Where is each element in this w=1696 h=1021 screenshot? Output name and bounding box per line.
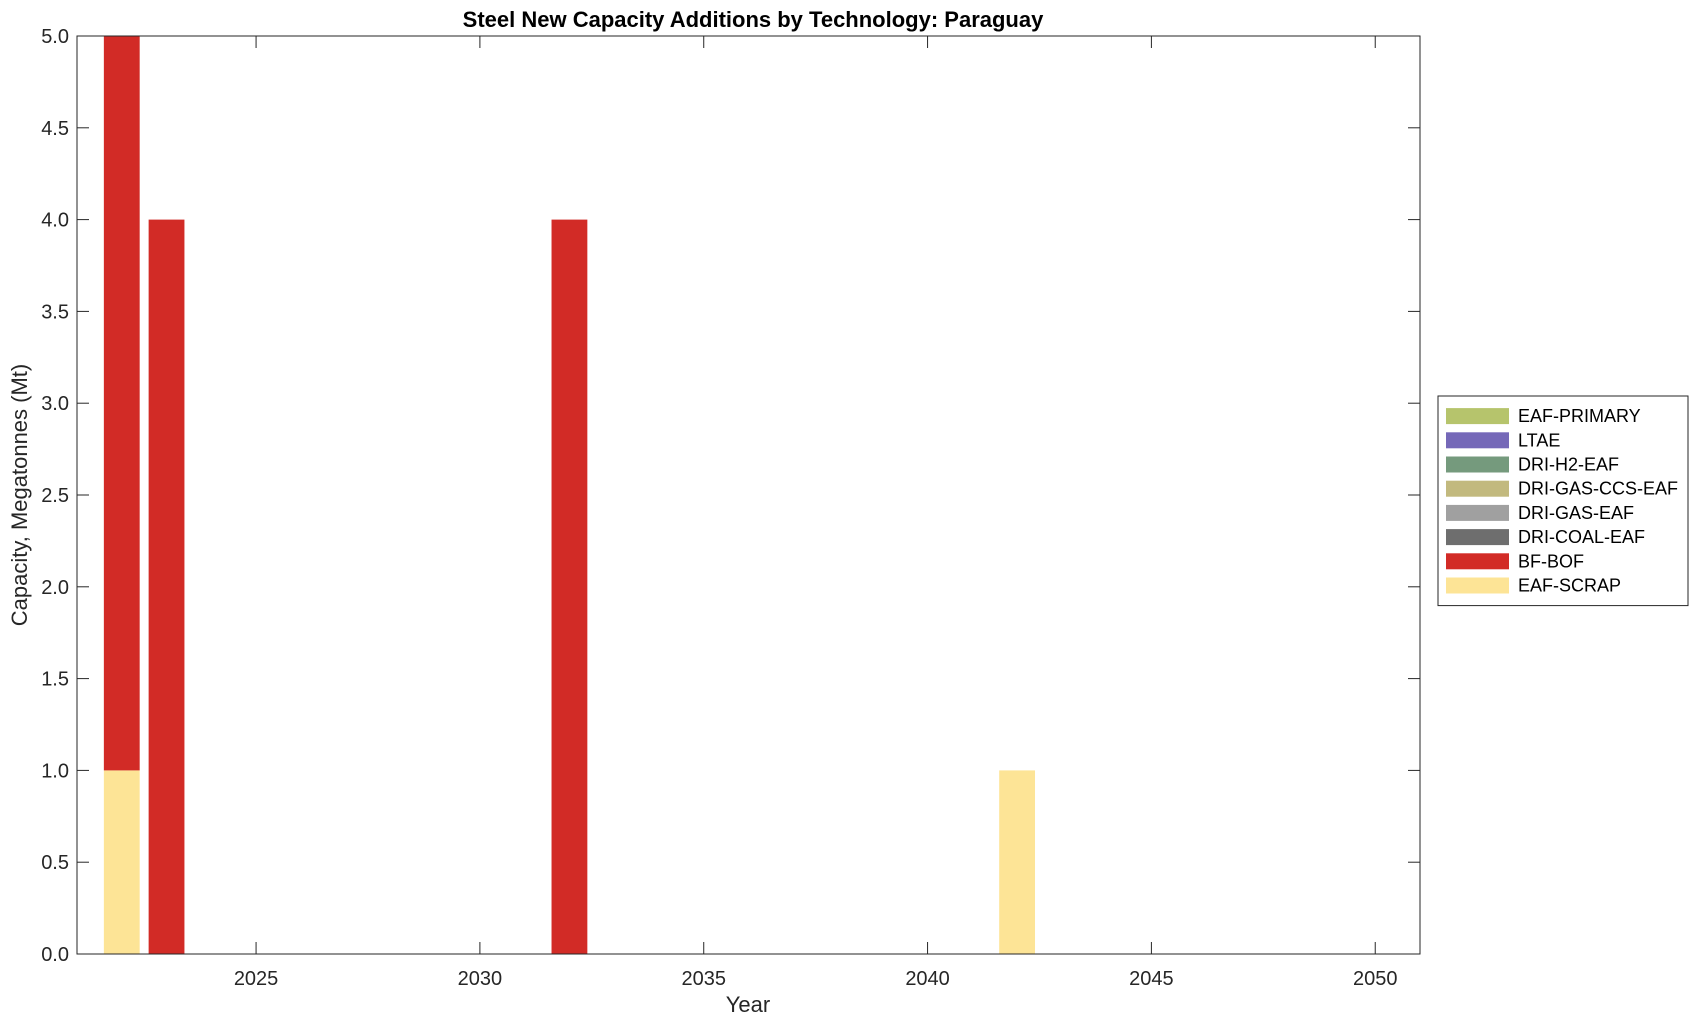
legend-label-dri-gas-ccs-eaf: DRI-GAS-CCS-EAF [1518,479,1678,499]
legend-swatch-ltae [1446,432,1509,449]
legend-label-dri-gas-eaf: DRI-GAS-EAF [1518,503,1634,523]
legend-box [1437,395,1689,607]
x-tick-label-2050: 2050 [1353,968,1398,990]
legend-swatch-eaf-scrap [1446,577,1509,594]
x-tick-label-2025: 2025 [234,968,279,990]
y-tick-label-4.5: 4.5 [41,118,69,140]
legend-swatch-dri-gas-eaf [1446,504,1509,521]
x-tick-label-2040: 2040 [905,968,950,990]
y-tick-label-3: 3.0 [41,393,69,415]
legend-swatch-bf-bof [1446,553,1509,570]
y-axis-title: Capacity, Megatonnes (Mt) [7,364,32,626]
legend-label-dri-coal-eaf: DRI-COAL-EAF [1518,527,1645,547]
legend-swatch-dri-h2-eaf [1446,456,1509,473]
bar-bf-bof-2023 [148,219,185,955]
legend-label-ltae: LTAE [1518,430,1560,450]
y-tick-label-5: 5.0 [41,26,69,48]
y-tick-label-2: 2.0 [41,577,69,599]
x-axis-title: Year [726,992,770,1017]
x-tick-label-2030: 2030 [458,968,503,990]
y-tick-label-3.5: 3.5 [41,301,69,323]
y-tick-label-0.5: 0.5 [41,852,69,874]
x-tick-label-2035: 2035 [681,968,726,990]
legend-swatch-dri-coal-eaf [1446,529,1509,546]
y-tick-label-2.5: 2.5 [41,485,69,507]
legend-label-eaf-primary: EAF-PRIMARY [1518,406,1641,426]
bar-eaf-scrap-2042 [999,770,1036,954]
legend-swatch-eaf-primary [1446,408,1509,425]
bar-bf-bof-2022 [103,36,140,771]
axes: 2025 2030 2035 2040 2045 2050 0.0 0.5 1.0 1.5 2.0 2… [41,26,1421,990]
chart-title: Steel New Capacity Additions by Technolo… [463,7,1044,32]
legend: EAF-PRIMARY LTAE DRI-H2-EAF DRI-GAS-CCS-EAF… [1437,395,1689,607]
plot-area [103,36,1036,955]
y-tick-label-4: 4.0 [41,210,69,232]
y-tick-label-0: 0.0 [41,944,69,966]
y-tick-label-1: 1.0 [41,760,69,782]
legend-label-dri-h2-eaf: DRI-H2-EAF [1518,455,1619,475]
axes-box [76,35,1421,955]
legend-label-bf-bof: BF-BOF [1518,551,1584,571]
bar-eaf-scrap-2022 [103,770,140,954]
x-tick-label-2045: 2045 [1129,968,1174,990]
bar-bf-bof-2032 [551,219,588,955]
y-tick-label-1.5: 1.5 [41,669,69,691]
legend-swatch-dri-gas-ccs-eaf [1446,480,1509,497]
legend-label-eaf-scrap: EAF-SCRAP [1518,576,1621,596]
